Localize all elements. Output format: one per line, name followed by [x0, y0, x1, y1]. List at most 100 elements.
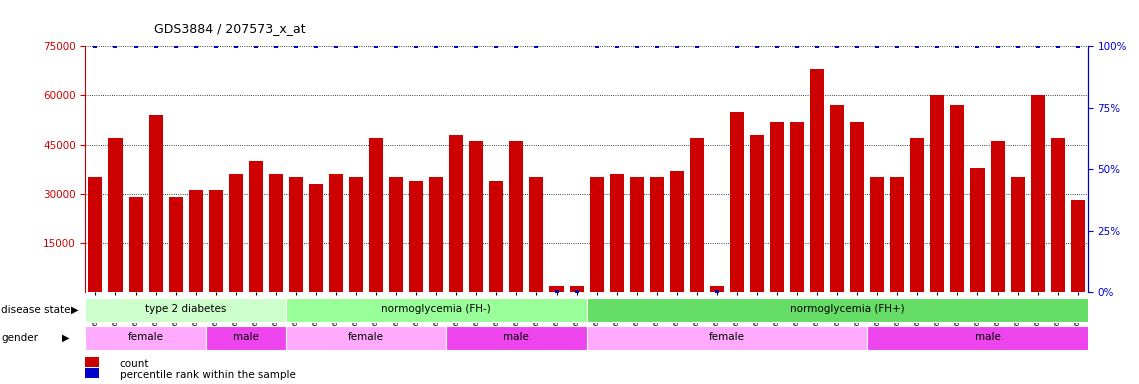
Point [607, 43, 625, 49]
Bar [670, 171, 683, 292]
Bar [950, 105, 965, 292]
Point [267, 43, 285, 49]
Point [707, 289, 726, 295]
Text: female: female [349, 332, 384, 342]
Point [507, 43, 525, 49]
Bar [1010, 177, 1025, 292]
Bar [530, 177, 543, 292]
Bar [85, 298, 286, 322]
Point [407, 43, 425, 49]
Point [688, 43, 706, 49]
Text: ▶: ▶ [71, 305, 79, 315]
Point [949, 43, 967, 49]
Bar [469, 141, 483, 292]
Point [327, 43, 345, 49]
Bar [609, 174, 624, 292]
Point [227, 43, 245, 49]
Point [968, 43, 986, 49]
Bar [329, 174, 343, 292]
Bar [446, 326, 587, 350]
Bar [870, 177, 884, 292]
Point [247, 43, 265, 49]
Bar [590, 177, 604, 292]
Bar [970, 167, 984, 292]
Point [908, 43, 926, 49]
Point [387, 43, 405, 49]
Bar [810, 69, 825, 292]
Point [828, 43, 846, 49]
Point [166, 43, 185, 49]
Bar [630, 177, 644, 292]
Bar [129, 197, 142, 292]
Text: gender: gender [1, 333, 38, 343]
Bar [108, 138, 123, 292]
Text: female: female [708, 332, 745, 342]
Point [888, 43, 907, 49]
Bar [509, 141, 524, 292]
Point [728, 43, 746, 49]
Bar [690, 138, 704, 292]
Bar [289, 177, 303, 292]
Point [849, 43, 867, 49]
Text: normoglycemia (FH+): normoglycemia (FH+) [789, 305, 904, 314]
Bar [587, 298, 1108, 322]
Bar [867, 326, 1108, 350]
Point [87, 43, 105, 49]
Text: GDS3884 / 207573_x_at: GDS3884 / 207573_x_at [154, 22, 305, 35]
Bar [891, 177, 904, 292]
Point [588, 43, 606, 49]
Text: male: male [503, 332, 530, 342]
Point [1008, 43, 1026, 49]
Bar [1031, 95, 1044, 292]
Text: female: female [128, 332, 164, 342]
Point [868, 43, 886, 49]
Bar [208, 190, 223, 292]
Bar [570, 286, 583, 292]
Text: normoglycemia (FH-): normoglycemia (FH-) [382, 305, 491, 314]
Point [147, 43, 165, 49]
Point [106, 43, 124, 49]
Point [567, 289, 585, 295]
Point [768, 43, 786, 49]
Bar [248, 161, 263, 292]
Point [306, 43, 325, 49]
Point [527, 43, 546, 49]
Text: count: count [120, 359, 149, 369]
Text: male: male [232, 332, 259, 342]
Point [788, 43, 806, 49]
Point [1049, 43, 1067, 49]
Point [548, 289, 566, 295]
Bar [830, 105, 844, 292]
Point [989, 43, 1007, 49]
Bar [369, 138, 383, 292]
Point [928, 43, 947, 49]
Text: male: male [975, 332, 1000, 342]
Bar [1050, 138, 1065, 292]
Bar [148, 115, 163, 292]
Bar [910, 138, 925, 292]
Bar [269, 174, 282, 292]
Bar [349, 177, 363, 292]
Text: ▶: ▶ [62, 333, 69, 343]
Bar [429, 177, 443, 292]
Point [287, 43, 305, 49]
Point [187, 43, 205, 49]
Bar [549, 286, 564, 292]
Bar [409, 180, 424, 292]
Bar [790, 122, 804, 292]
Bar [286, 326, 446, 350]
Bar [286, 298, 587, 322]
Point [126, 43, 145, 49]
Point [347, 43, 366, 49]
Bar [749, 135, 764, 292]
Bar [770, 122, 784, 292]
Text: type 2 diabetes: type 2 diabetes [145, 305, 227, 314]
Point [427, 43, 445, 49]
Point [748, 43, 767, 49]
Bar [850, 122, 865, 292]
Point [628, 43, 646, 49]
Bar [189, 190, 203, 292]
Bar [490, 180, 503, 292]
Text: percentile rank within the sample: percentile rank within the sample [120, 370, 295, 380]
Point [648, 43, 666, 49]
